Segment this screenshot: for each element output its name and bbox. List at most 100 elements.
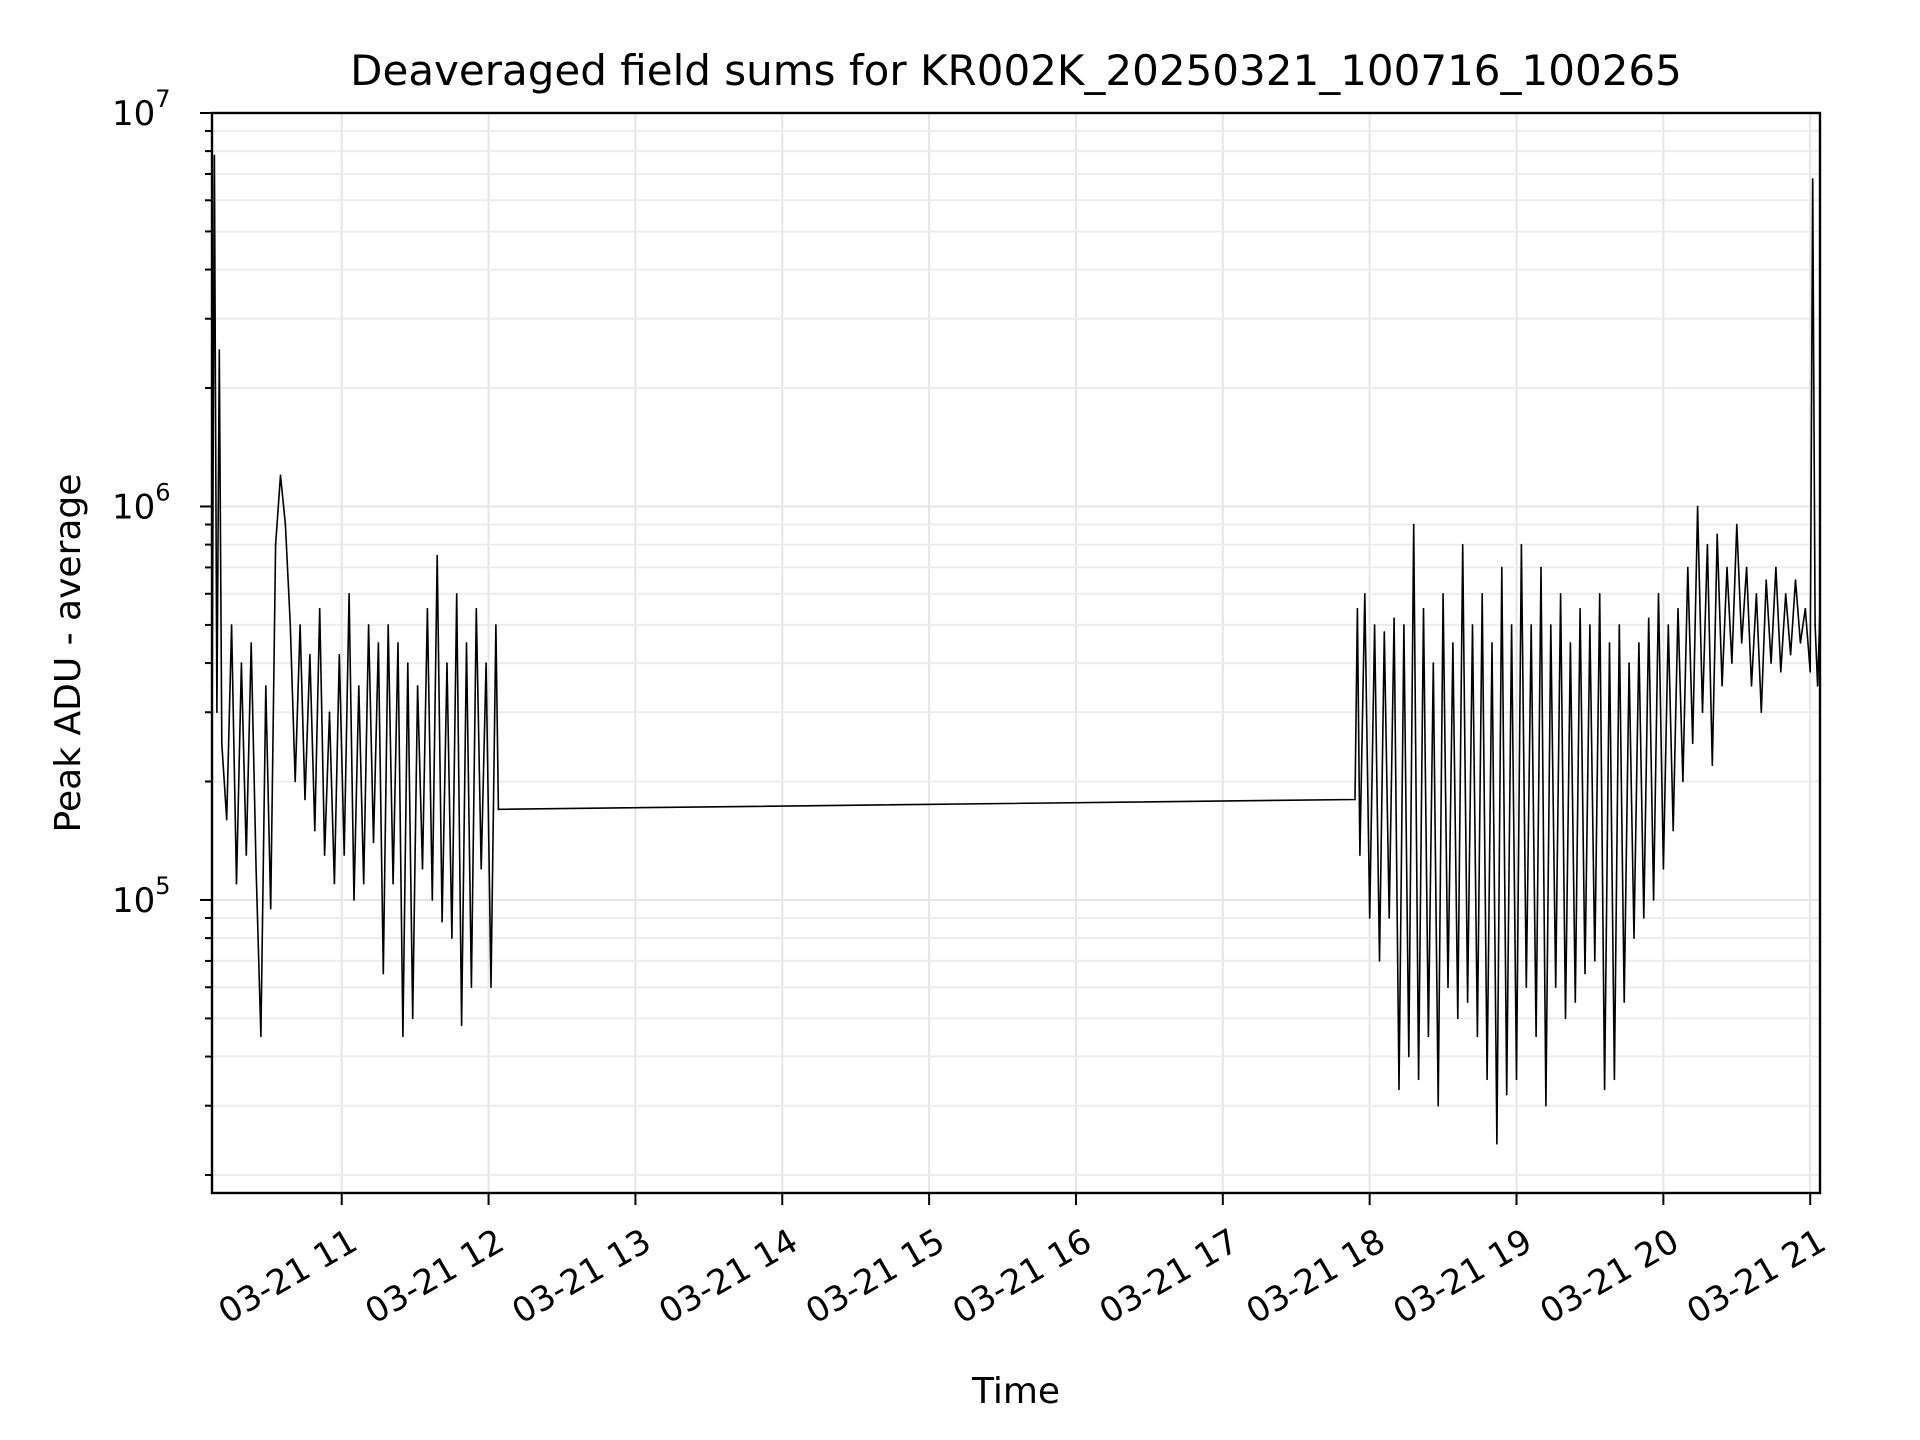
data-point <box>1623 1001 1626 1003</box>
data-point <box>1432 662 1435 664</box>
data-point <box>1356 607 1359 610</box>
data-point <box>348 592 350 595</box>
data-point <box>1628 662 1630 664</box>
data-point <box>294 780 297 783</box>
data-point <box>1672 829 1674 832</box>
data-point <box>1735 523 1738 526</box>
data-point <box>1603 1088 1606 1091</box>
data-point <box>358 685 360 687</box>
data-point <box>284 523 287 526</box>
data-point <box>1770 662 1772 664</box>
data-point <box>1750 685 1753 687</box>
data-point <box>328 711 331 714</box>
data-point <box>1804 607 1807 610</box>
data-point <box>1525 986 1528 989</box>
data-point <box>451 937 453 939</box>
data-point <box>1520 543 1523 546</box>
data-point <box>1701 711 1704 714</box>
data-point <box>1811 178 1814 180</box>
data-point <box>1716 533 1719 536</box>
data-point <box>1784 592 1787 595</box>
y-tick-exponent: 6 <box>155 478 170 506</box>
data-point <box>1608 642 1611 644</box>
data-point <box>382 972 385 975</box>
data-point <box>446 662 448 664</box>
data-point <box>1412 523 1415 526</box>
data-point <box>1598 592 1601 595</box>
y-axis-label: Peak ADU - average <box>48 474 89 833</box>
data-point <box>255 868 257 870</box>
data-point <box>218 349 221 351</box>
data-point <box>279 474 282 477</box>
data-point <box>1667 624 1670 626</box>
data-point <box>1530 624 1532 626</box>
data-point <box>1427 1035 1430 1038</box>
data-point <box>1682 780 1684 783</box>
data-point <box>1359 854 1361 856</box>
data-point <box>1545 1104 1547 1107</box>
data-point <box>1579 607 1581 610</box>
data-point <box>1745 566 1748 569</box>
y-tick-exponent: 7 <box>155 85 170 113</box>
data-series <box>211 154 1821 1145</box>
y-tick-base: 10 <box>112 487 155 527</box>
data-point <box>1515 1078 1518 1081</box>
data-point <box>416 685 419 687</box>
data-point <box>485 662 487 664</box>
data-point <box>274 543 277 546</box>
data-point <box>421 868 424 870</box>
data-point <box>353 899 355 901</box>
data-point <box>265 685 267 687</box>
data-point <box>1496 1143 1498 1145</box>
data-point <box>1789 653 1792 656</box>
data-point <box>1461 543 1464 546</box>
data-point <box>1554 986 1557 989</box>
data-point <box>1775 566 1777 569</box>
data-point <box>1540 566 1542 569</box>
data-point <box>377 642 380 644</box>
data-point <box>1691 742 1694 745</box>
data-point <box>1638 642 1640 644</box>
data-point <box>333 882 336 885</box>
data-point <box>220 742 223 745</box>
data-point <box>480 868 483 870</box>
data-point <box>1706 543 1709 546</box>
data-point <box>1368 917 1371 919</box>
data-point <box>411 1017 414 1020</box>
data-point <box>1564 1017 1567 1020</box>
data-point <box>1731 662 1733 664</box>
data-point <box>1721 685 1723 687</box>
y-tick-base: 10 <box>112 94 155 134</box>
data-point <box>1711 764 1714 767</box>
y-tick-label: 106 <box>112 478 171 527</box>
data-point <box>1633 937 1635 939</box>
data-point <box>313 829 316 832</box>
data-point <box>1816 685 1819 687</box>
data-point <box>1549 624 1552 626</box>
data-point <box>392 882 394 885</box>
data-point <box>1466 1001 1469 1003</box>
data-point <box>1765 579 1767 581</box>
data-point <box>240 662 243 664</box>
data-point <box>460 1024 463 1027</box>
data-point <box>213 154 216 157</box>
data-point <box>1471 624 1474 626</box>
data-point <box>465 642 468 644</box>
data-point <box>343 854 345 856</box>
data-point <box>1740 642 1743 644</box>
data-point <box>1760 711 1763 714</box>
data-point <box>323 854 326 856</box>
data-point <box>1408 1055 1410 1058</box>
data-point <box>367 624 370 626</box>
y-tick-exponent: 5 <box>155 872 170 900</box>
data-point <box>1814 624 1816 626</box>
data-point <box>1726 566 1728 569</box>
data-point <box>1456 1017 1459 1020</box>
data-point <box>1642 917 1645 919</box>
data-point <box>225 818 228 821</box>
data-point <box>1422 607 1425 610</box>
data-point <box>304 798 306 801</box>
data-point <box>431 899 434 901</box>
data-point <box>362 882 365 885</box>
data-point <box>495 624 497 626</box>
